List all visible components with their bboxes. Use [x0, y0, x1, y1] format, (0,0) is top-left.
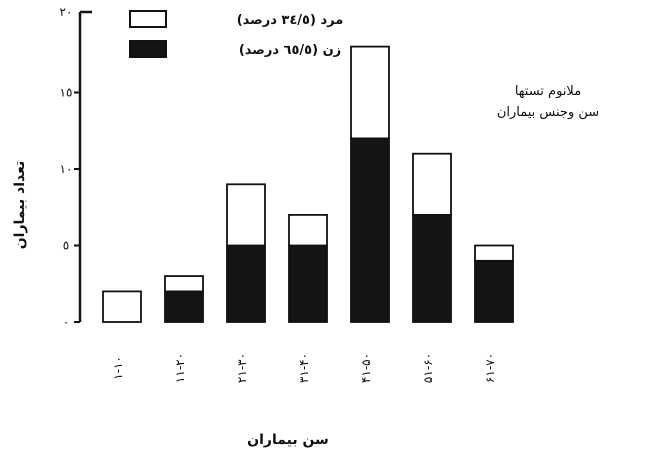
y-tick-label: ١٠	[60, 162, 73, 176]
x-tick-label: ۶۱-۷۰	[483, 353, 497, 383]
legend-swatch	[129, 40, 167, 58]
bar-segment	[288, 213, 328, 247]
bar-segment	[350, 45, 390, 140]
annotation-line-1: ملانوم تستها	[515, 84, 581, 99]
y-axis-title: تعداد بیماران	[12, 161, 28, 250]
x-tick-label: ۵۱-۶۰	[421, 353, 435, 383]
y-tick-label: ٢٠	[60, 5, 73, 19]
y-tick-label: ١٥	[60, 86, 73, 100]
bar-segment	[412, 213, 452, 323]
y-tick-label: ٠	[63, 315, 69, 329]
bar-segment	[226, 183, 266, 247]
x-tick-label: ۱۱-۲۰	[173, 353, 187, 383]
annotation-line-2: سن وجنس بیماران	[497, 105, 599, 120]
bar-segment	[288, 244, 328, 323]
y-tick-label: ٥	[63, 239, 69, 253]
x-tick-label: ۴۱-۵۰	[359, 353, 373, 383]
bar-segment	[226, 244, 266, 323]
bar-segment	[164, 275, 204, 293]
bar-segment	[412, 152, 452, 216]
x-tick-label: ۳۱-۴۰	[297, 353, 311, 383]
legend-label: مرد (٣٤/٥ درصد)	[237, 13, 344, 28]
bar-segment	[102, 290, 142, 323]
legend: مرد (٣٤/٥ درصد) زن (٦٥/٥ درصد)	[129, 10, 344, 58]
bars	[102, 45, 514, 323]
axes: ٠ ٥ ١٠ ١٥ ٢٠ ۱-۱۰ ۱۱-۲۰ ۲۱-۳۰ ۳۱-۴۰ ۴۱-۵۰ ۵۱-۶۰ ۶۱-…	[60, 5, 497, 383]
bar-segment	[474, 244, 514, 262]
x-tick-label: ۲۱-۳۰	[235, 353, 249, 383]
bar-segment	[350, 137, 390, 323]
bar-segment	[474, 259, 514, 323]
x-axis-title: سن بیماران	[247, 432, 329, 448]
x-tick-label: ۱-۱۰	[111, 356, 125, 380]
bar-segment	[164, 290, 204, 323]
legend-swatch	[129, 10, 167, 28]
legend-label: زن (٦٥/٥ درصد)	[239, 43, 341, 58]
